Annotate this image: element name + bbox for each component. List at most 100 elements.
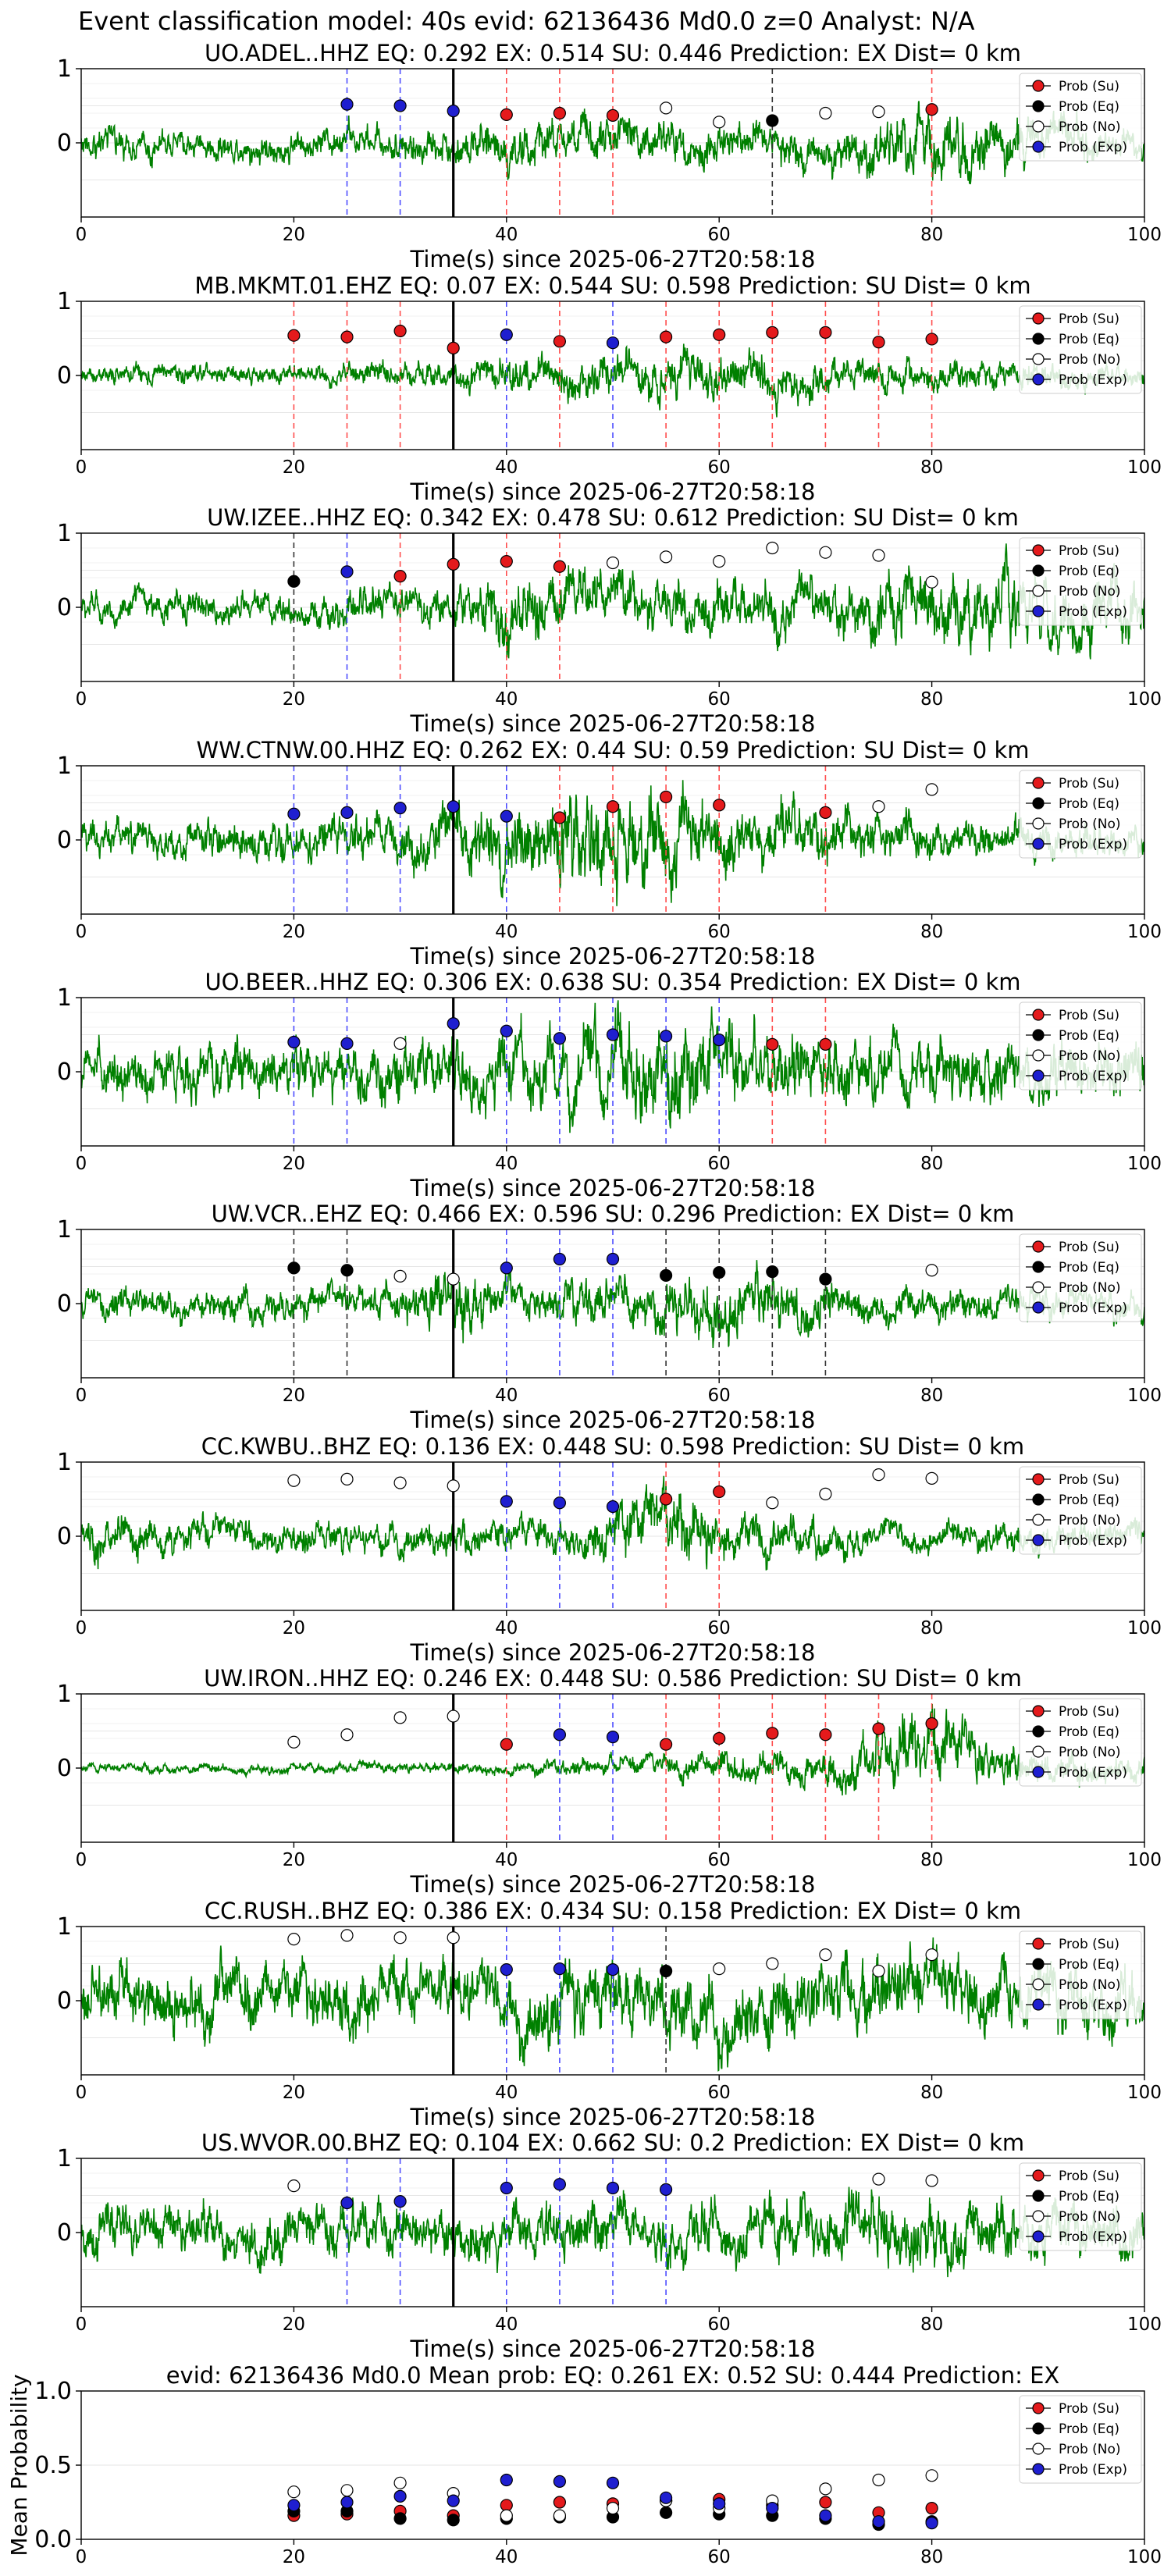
x-tick-label: 40 — [495, 1618, 518, 1638]
x-tick-label: 80 — [920, 1386, 943, 1406]
panel-title: UW.IRON..HHZ EQ: 0.246 EX: 0.448 SU: 0.5… — [204, 1665, 1022, 1692]
data-point — [766, 541, 779, 555]
data-point — [287, 1735, 301, 1749]
data-point — [766, 2502, 779, 2515]
legend-label: Prob (No) — [1059, 1280, 1121, 1296]
x-axis-label: Time(s) since 2025-06-27T20:58:18 — [410, 2336, 816, 2362]
legend-label: Prob (Eq) — [1059, 1260, 1119, 1276]
panel-title: UO.ADEL..HHZ EQ: 0.292 EX: 0.514 SU: 0.4… — [205, 40, 1021, 66]
x-tick-label: 40 — [495, 225, 518, 245]
data-point — [606, 1963, 620, 1976]
data-point — [553, 811, 567, 824]
data-point — [287, 1474, 301, 1487]
legend-marker — [1032, 817, 1045, 830]
legend-label: Prob (Exp) — [1059, 1069, 1127, 1084]
data-point — [819, 1728, 832, 1742]
legend-label: Prob (Su) — [1059, 776, 1119, 792]
y-tick-label: 0 — [57, 2219, 72, 2247]
data-point — [553, 560, 567, 573]
legend-label: Prob (Exp) — [1059, 2229, 1127, 2245]
data-point — [447, 2494, 460, 2507]
legend-marker — [1032, 797, 1045, 809]
legend-label: Prob (Eq) — [1059, 564, 1119, 579]
legend-label: Prob (No) — [1059, 352, 1121, 368]
legend-label: Prob (No) — [1059, 1513, 1121, 1528]
legend-marker — [1032, 333, 1045, 345]
x-tick-label: 80 — [920, 457, 943, 478]
x-axis-label: Time(s) since 2025-06-27T20:58:18 — [410, 1407, 816, 1433]
data-point — [872, 2473, 885, 2487]
data-point — [393, 1269, 407, 1283]
data-point — [659, 2506, 673, 2519]
legend-label: Prob (Eq) — [1059, 2421, 1119, 2437]
legend-marker — [1032, 1301, 1045, 1314]
data-point — [925, 2469, 938, 2482]
legend-box — [1019, 1233, 1142, 1322]
data-point — [659, 1493, 673, 1506]
data-point — [287, 575, 301, 588]
data-point — [553, 1496, 567, 1510]
data-point — [713, 1485, 726, 1499]
x-tick-label: 80 — [920, 922, 943, 942]
x-tick-label: 60 — [708, 2083, 731, 2103]
legend-marker — [1032, 1069, 1045, 1082]
x-tick-label: 0 — [76, 1386, 87, 1406]
x-tick-label: 60 — [708, 689, 731, 710]
panel-title: MB.MKMT.01.EHZ EQ: 0.07 EX: 0.544 SU: 0.… — [194, 272, 1030, 299]
data-point — [872, 2172, 885, 2186]
x-tick-label: 100 — [1127, 1850, 1162, 1870]
data-point — [447, 800, 460, 813]
data-point — [393, 569, 407, 583]
data-point — [340, 806, 354, 819]
x-tick-label: 20 — [283, 2547, 305, 2567]
panel-9: CC.RUSH..BHZ EQ: 0.386 EX: 0.434 SU: 0.1… — [57, 1898, 1162, 2130]
data-point — [872, 2515, 885, 2528]
x-tick-label: 100 — [1127, 2547, 1162, 2567]
data-point — [500, 2509, 513, 2522]
y-tick-label: 1 — [57, 753, 72, 780]
x-axis-label: Time(s) since 2025-06-27T20:58:18 — [410, 479, 816, 505]
data-point — [713, 1731, 726, 1745]
data-point — [819, 546, 832, 559]
legend-marker — [1032, 777, 1045, 789]
data-point — [872, 800, 885, 813]
x-tick-label: 80 — [920, 2547, 943, 2567]
data-point — [819, 806, 832, 819]
legend-label: Prob (Su) — [1059, 1937, 1119, 1952]
data-point — [713, 2497, 726, 2510]
legend-marker — [1032, 1493, 1045, 1506]
panel-title: CC.KWBU..BHZ EQ: 0.136 EX: 0.448 SU: 0.5… — [201, 1433, 1024, 1460]
data-point — [925, 1264, 938, 1277]
waveform-trace — [81, 780, 1144, 906]
data-point — [713, 328, 726, 341]
panel-6: UW.VCR..EHZ EQ: 0.466 EX: 0.596 SU: 0.29… — [57, 1201, 1162, 1433]
x-tick-label: 20 — [283, 2083, 305, 2103]
data-point — [287, 2179, 301, 2193]
x-tick-label: 20 — [283, 922, 305, 942]
x-axis-label: Time(s) since 2025-06-27T20:58:18 — [410, 1871, 816, 1898]
legend-marker — [1032, 373, 1045, 386]
legend-marker — [1032, 1009, 1045, 1021]
data-point — [659, 1964, 673, 1978]
x-tick-label: 0 — [76, 1618, 87, 1638]
legend-label: Prob (Su) — [1059, 1008, 1119, 1023]
x-tick-label: 40 — [495, 1154, 518, 1174]
data-point — [819, 326, 832, 339]
data-point — [819, 2482, 832, 2496]
legend-box — [1019, 770, 1142, 859]
x-tick-label: 60 — [708, 2547, 731, 2567]
legend-marker — [1032, 1473, 1045, 1485]
data-point — [340, 1929, 354, 1942]
data-point — [925, 783, 938, 796]
legend-label: Prob (Exp) — [1059, 604, 1127, 620]
x-tick-label: 60 — [708, 922, 731, 942]
data-point — [606, 800, 620, 813]
legend-label: Prob (Eq) — [1059, 1493, 1119, 1508]
data-point — [606, 1731, 620, 1744]
legend-label: Prob (Su) — [1059, 543, 1119, 559]
x-tick-label: 40 — [495, 2314, 518, 2335]
data-point — [606, 2502, 620, 2515]
data-point — [447, 1710, 460, 1723]
legend-marker — [1032, 1978, 1045, 1991]
